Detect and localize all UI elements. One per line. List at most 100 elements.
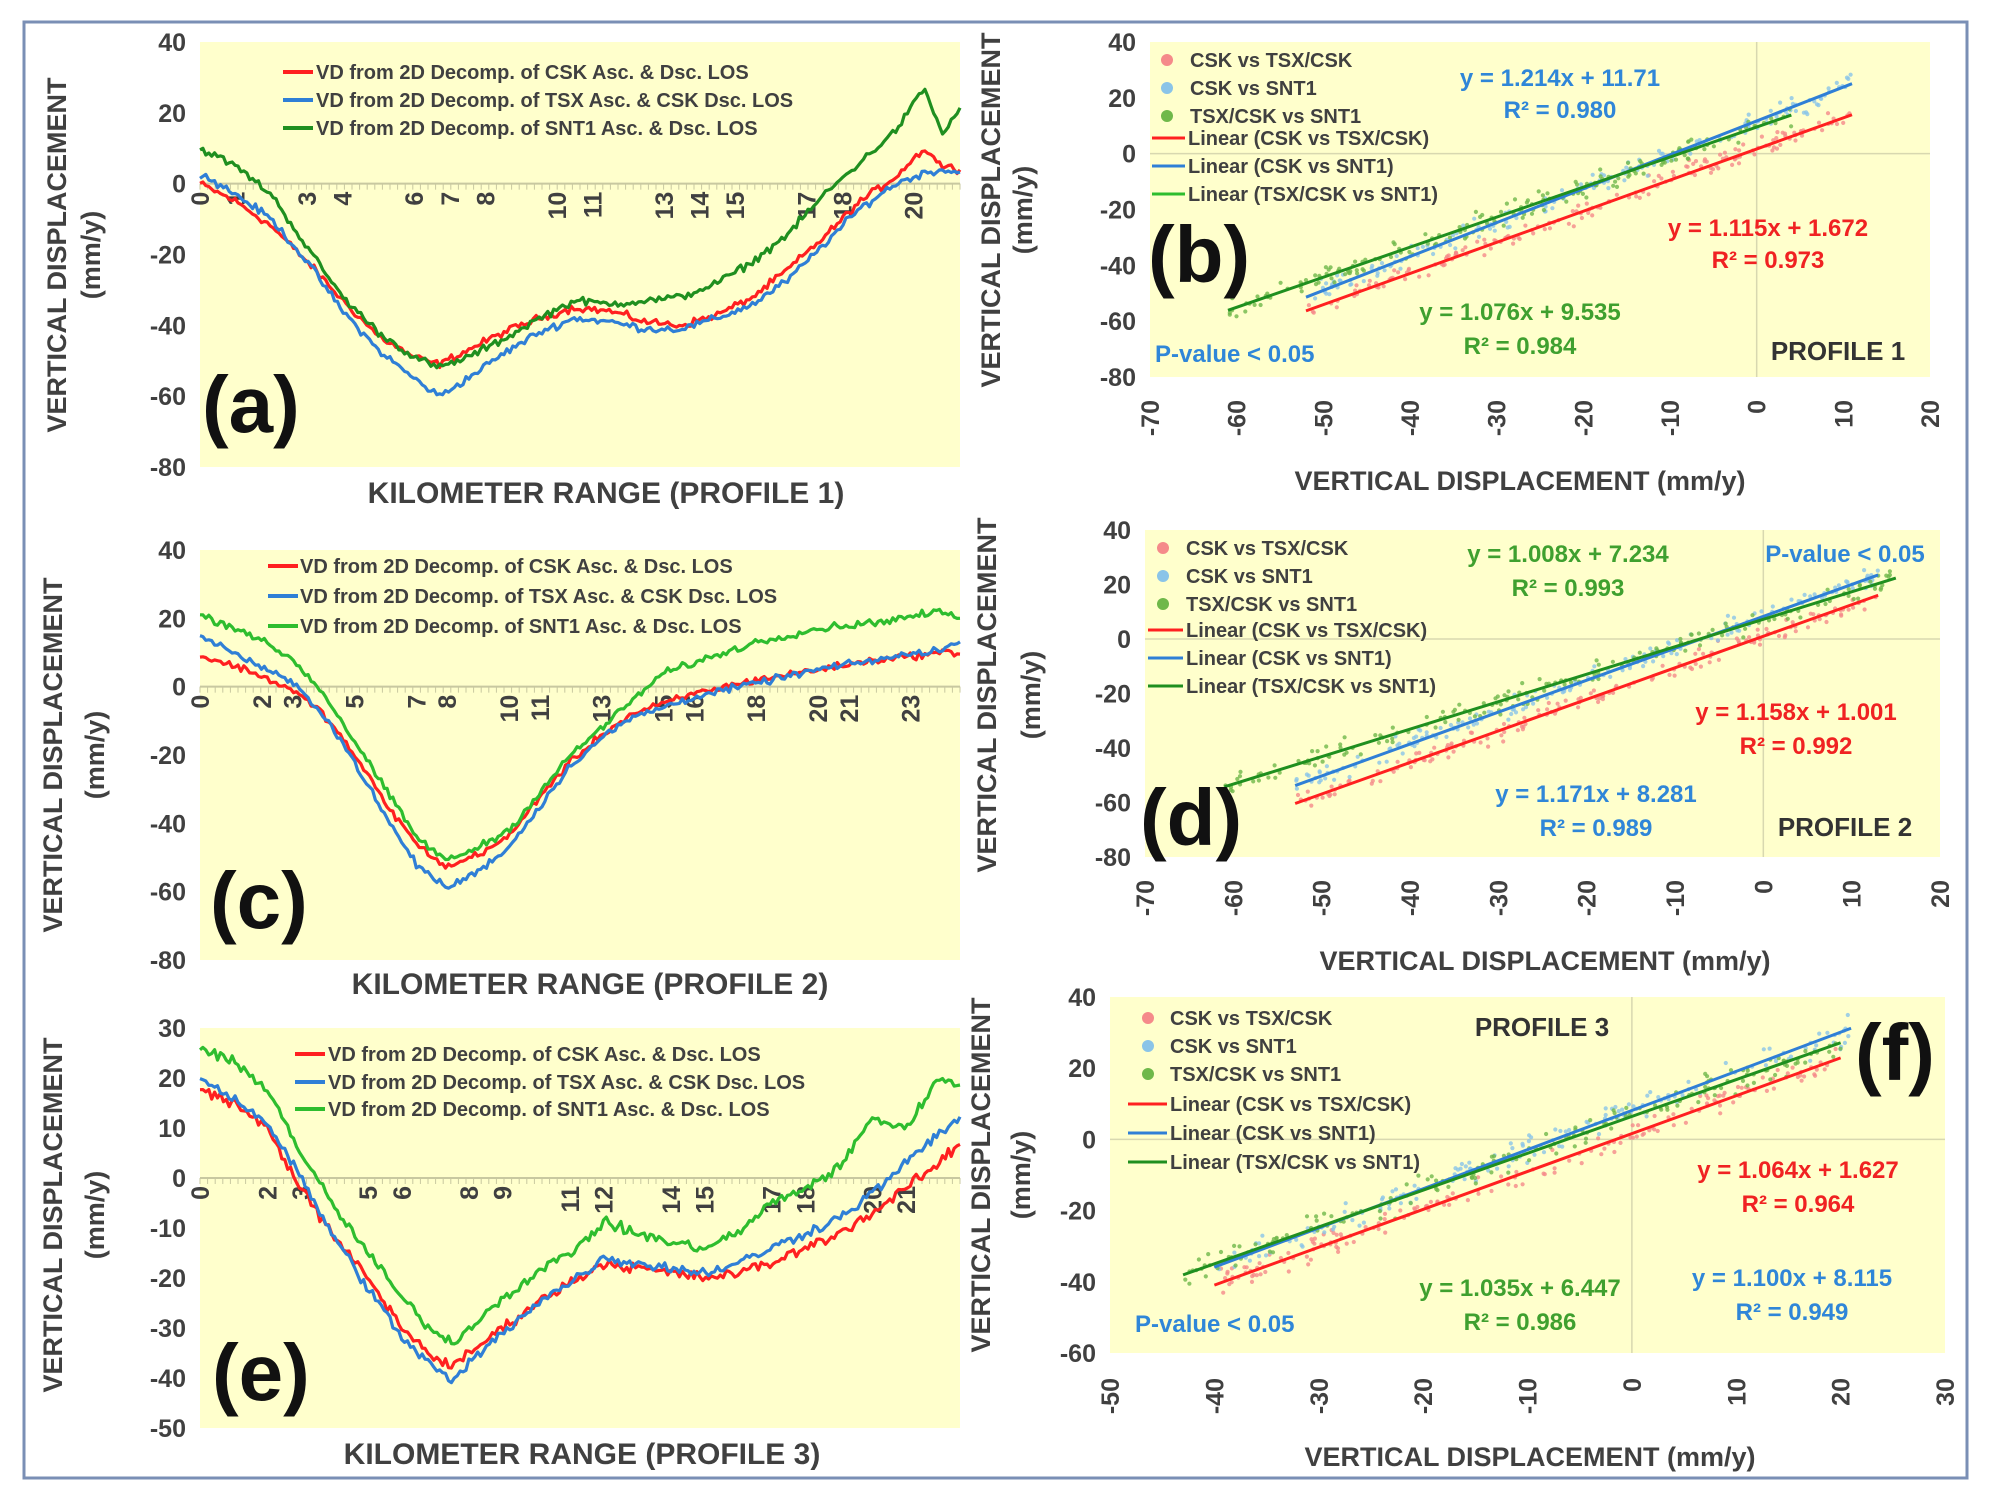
panel-e-x-ticks: 0 2 3 5 6 8 9 11 12 14 15 17 18 20 21	[187, 1186, 921, 1214]
scatter-point-2	[1745, 1083, 1750, 1088]
scatter-point-1	[1567, 688, 1573, 693]
scatter-point-0	[1716, 166, 1721, 171]
scatter-point-1	[1613, 1104, 1618, 1110]
series-line-2	[199, 87, 962, 370]
panel-f-x-ticks: -50 -40 -30 -20 -10 0 10 20 30	[1097, 1378, 1960, 1414]
scatter-point-2	[1637, 650, 1642, 655]
scatter-point-2	[1284, 1233, 1289, 1238]
scatter-point-0	[1764, 1088, 1769, 1093]
scatter-point-0	[1586, 210, 1591, 215]
y-tick-label: 0	[172, 674, 186, 702]
scatter-point-2	[1310, 749, 1315, 754]
x-tick-label: 8	[456, 1186, 484, 1200]
panel-d-blue-equation: y = 1.171x + 8.281	[1495, 781, 1697, 808]
scatter-point-1	[1550, 206, 1555, 211]
scatter-point-0	[1445, 1194, 1450, 1200]
scatter-point-0	[1816, 120, 1822, 125]
scatter-point-1	[1463, 1164, 1468, 1169]
scatter-point-2	[1425, 1177, 1430, 1182]
legend-f-csk-tsx-marker	[1142, 1012, 1154, 1024]
scatter-point-1	[1644, 1114, 1649, 1119]
scatter-point-0	[1286, 1269, 1291, 1274]
legend-b-tsx-snt1-label: TSX/CSK vs SNT1	[1190, 106, 1361, 128]
scatter-point-2	[1347, 271, 1352, 276]
legend-f-csk-snt1-label: CSK vs SNT1	[1170, 1036, 1297, 1058]
scatter-point-2	[1723, 621, 1728, 626]
scatter-point-2	[1355, 271, 1360, 276]
scatter-point-1	[1774, 114, 1779, 119]
scatter-point-2	[1230, 789, 1235, 794]
scatter-point-0	[1304, 1254, 1309, 1259]
scatter-point-2	[1361, 268, 1366, 273]
x-tick-label: -30	[1485, 880, 1513, 916]
panel-f-profile-label: PROFILE 3	[1475, 1012, 1609, 1042]
scatter-point-1	[1467, 716, 1473, 721]
scatter-point-0	[1774, 136, 1779, 141]
trendline-1	[1305, 82, 1853, 299]
scatter-point-0	[1430, 757, 1435, 762]
scatter-point-0	[1596, 699, 1601, 705]
scatter-point-2	[1299, 289, 1304, 294]
scatter-point-2	[1252, 302, 1257, 307]
panel-d-legend: CSK vs TSX/CSK CSK vs SNT1 TSX/CSK vs SN…	[1148, 538, 1436, 698]
scatter-point-2	[1689, 632, 1694, 637]
y-tick-label: -60	[1100, 308, 1136, 336]
scatter-point-1	[1461, 223, 1466, 228]
scatter-point-0	[1698, 664, 1703, 669]
scatter-point-1	[1416, 727, 1421, 732]
y-tick-label: -50	[150, 1415, 186, 1443]
scatter-point-0	[1305, 789, 1310, 794]
scatter-point-0	[1310, 1239, 1315, 1244]
x-tick-label: 0	[1619, 1378, 1647, 1392]
x-tick-label: 14	[658, 1186, 686, 1214]
scatter-point-0	[1757, 642, 1763, 647]
x-tick-label: -30	[1484, 400, 1512, 436]
scatter-point-2	[1641, 171, 1646, 176]
scatter-point-1	[1342, 1209, 1347, 1214]
x-tick-label: 0	[1744, 400, 1772, 414]
panel-e-series	[198, 1045, 962, 1385]
scatter-point-0	[1398, 1208, 1403, 1213]
scatter-point-0	[1334, 1232, 1339, 1237]
scatter-point-1	[1731, 615, 1737, 620]
scatter-point-1	[1688, 151, 1693, 156]
scatter-point-1	[1812, 592, 1817, 597]
scatter-point-1	[1553, 1127, 1558, 1132]
y-tick-label: 20	[1108, 85, 1136, 113]
scatter-point-1	[1513, 710, 1519, 715]
scatter-point-1	[1411, 735, 1416, 741]
y-tick-label: -20	[1100, 197, 1136, 225]
scatter-point-1	[1495, 1166, 1500, 1171]
scatter-point-1	[1448, 722, 1453, 728]
scatter-point-0	[1445, 743, 1450, 748]
scatter-point-1	[1508, 1141, 1513, 1146]
scatter-point-2	[1230, 296, 1235, 301]
panel-e-zero-axis	[199, 1177, 961, 1184]
scatter-point-2	[1373, 733, 1378, 738]
panel-d-xlabel: VERTICAL DISPLACEMENT (mm/y)	[1319, 946, 1770, 976]
trendline-0	[1305, 113, 1853, 313]
scatter-point-2	[1697, 643, 1703, 648]
scatter-point-1	[1294, 786, 1299, 791]
scatter-point-0	[1309, 803, 1314, 808]
scatter-point-1	[1559, 188, 1565, 193]
scatter-point-2	[1253, 1242, 1258, 1247]
scatter-point-0	[1229, 1280, 1234, 1285]
scatter-point-0	[1536, 708, 1541, 713]
scatter-point-2	[1218, 1249, 1224, 1255]
panel-d-label: (d)	[1140, 773, 1242, 862]
scatter-point-2	[1183, 1277, 1188, 1282]
scatter-point-2	[1803, 1049, 1808, 1054]
scatter-point-0	[1707, 660, 1712, 665]
scatter-point-0	[1851, 605, 1856, 610]
scatter-point-1	[1788, 1054, 1794, 1059]
legend-c-blue-label: VD from 2D Decomp. of TSX Asc. & CSK Dsc…	[300, 586, 777, 608]
panel-d-ylabel-unit: (mm/y)	[1016, 651, 1046, 740]
scatter-point-1	[1322, 1230, 1327, 1235]
scatter-point-2	[1512, 197, 1518, 202]
scatter-point-1	[1343, 1201, 1348, 1206]
panel-d-profile-label: PROFILE 2	[1778, 812, 1912, 842]
scatter-point-2	[1540, 193, 1545, 198]
panel-b-zero-axes	[1150, 42, 1930, 377]
legend-d-linear-red-label: Linear (CSK vs TSX/CSK)	[1186, 620, 1427, 642]
